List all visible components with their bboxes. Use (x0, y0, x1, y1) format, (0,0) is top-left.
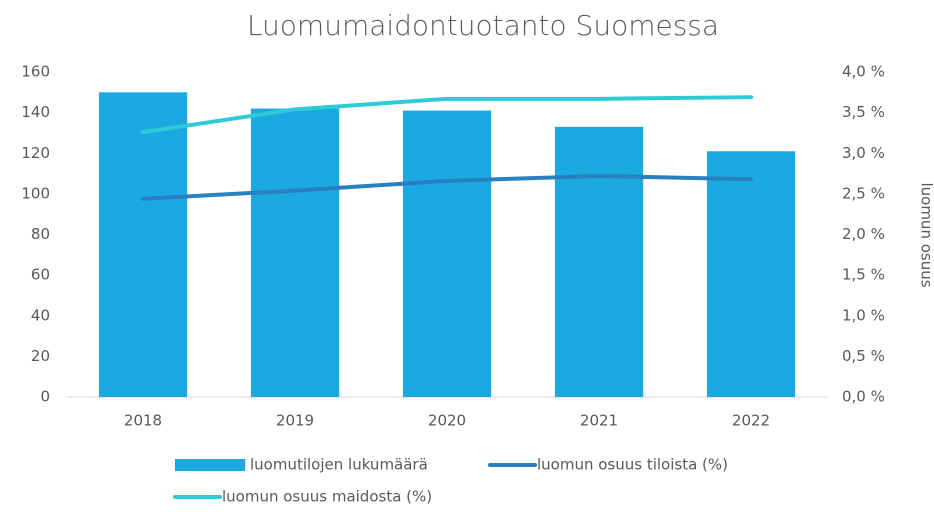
x-tick-label: 2022 (732, 412, 770, 430)
y-tick-label: 140 (21, 103, 50, 121)
chart-title: Luomumaidontuotanto Suomessa (247, 9, 719, 42)
x-tick-label: 2018 (124, 412, 162, 430)
y2-tick-label: 3,5 % (842, 103, 885, 121)
legend-label: luomun osuus maidosta (%) (222, 488, 432, 506)
x-tick-label: 2020 (428, 412, 466, 430)
bar (554, 126, 644, 397)
y2-tick-label: 0,0 % (842, 388, 885, 406)
y-tick-label: 80 (31, 225, 50, 243)
y2-tick-label: 1,0 % (842, 306, 885, 324)
y2-tick-label: 2,0 % (842, 225, 885, 243)
y2-tick-label: 3,0 % (842, 144, 885, 162)
bar (250, 108, 340, 397)
y2-tick-label: 4,0 % (842, 63, 885, 81)
legend-swatch (175, 459, 245, 471)
bar (98, 92, 188, 397)
y-tick-label: 100 (21, 184, 50, 202)
line (141, 95, 753, 135)
y-tick-label: 60 (31, 266, 50, 284)
x-tick-label: 2019 (276, 412, 314, 430)
y-tick-label: 20 (31, 347, 50, 365)
line (141, 174, 753, 201)
x-tick-label: 2021 (580, 412, 618, 430)
y-tick-label: 40 (31, 306, 50, 324)
y-tick-label: 160 (21, 63, 50, 81)
legend-label: luomutilojen lukumäärä (250, 456, 428, 474)
legend-label: luomun osuus tiloista (%) (537, 456, 728, 474)
y-tick-label: 120 (21, 144, 50, 162)
y-tick-label: 0 (40, 388, 50, 406)
bar (706, 151, 796, 397)
y2-tick-label: 1,5 % (842, 266, 885, 284)
y2-tick-label: 0,5 % (842, 347, 885, 365)
y2-tick-label: 2,5 % (842, 184, 885, 202)
bar (402, 110, 492, 397)
y2-axis-label: luomun osuus (918, 182, 934, 287)
